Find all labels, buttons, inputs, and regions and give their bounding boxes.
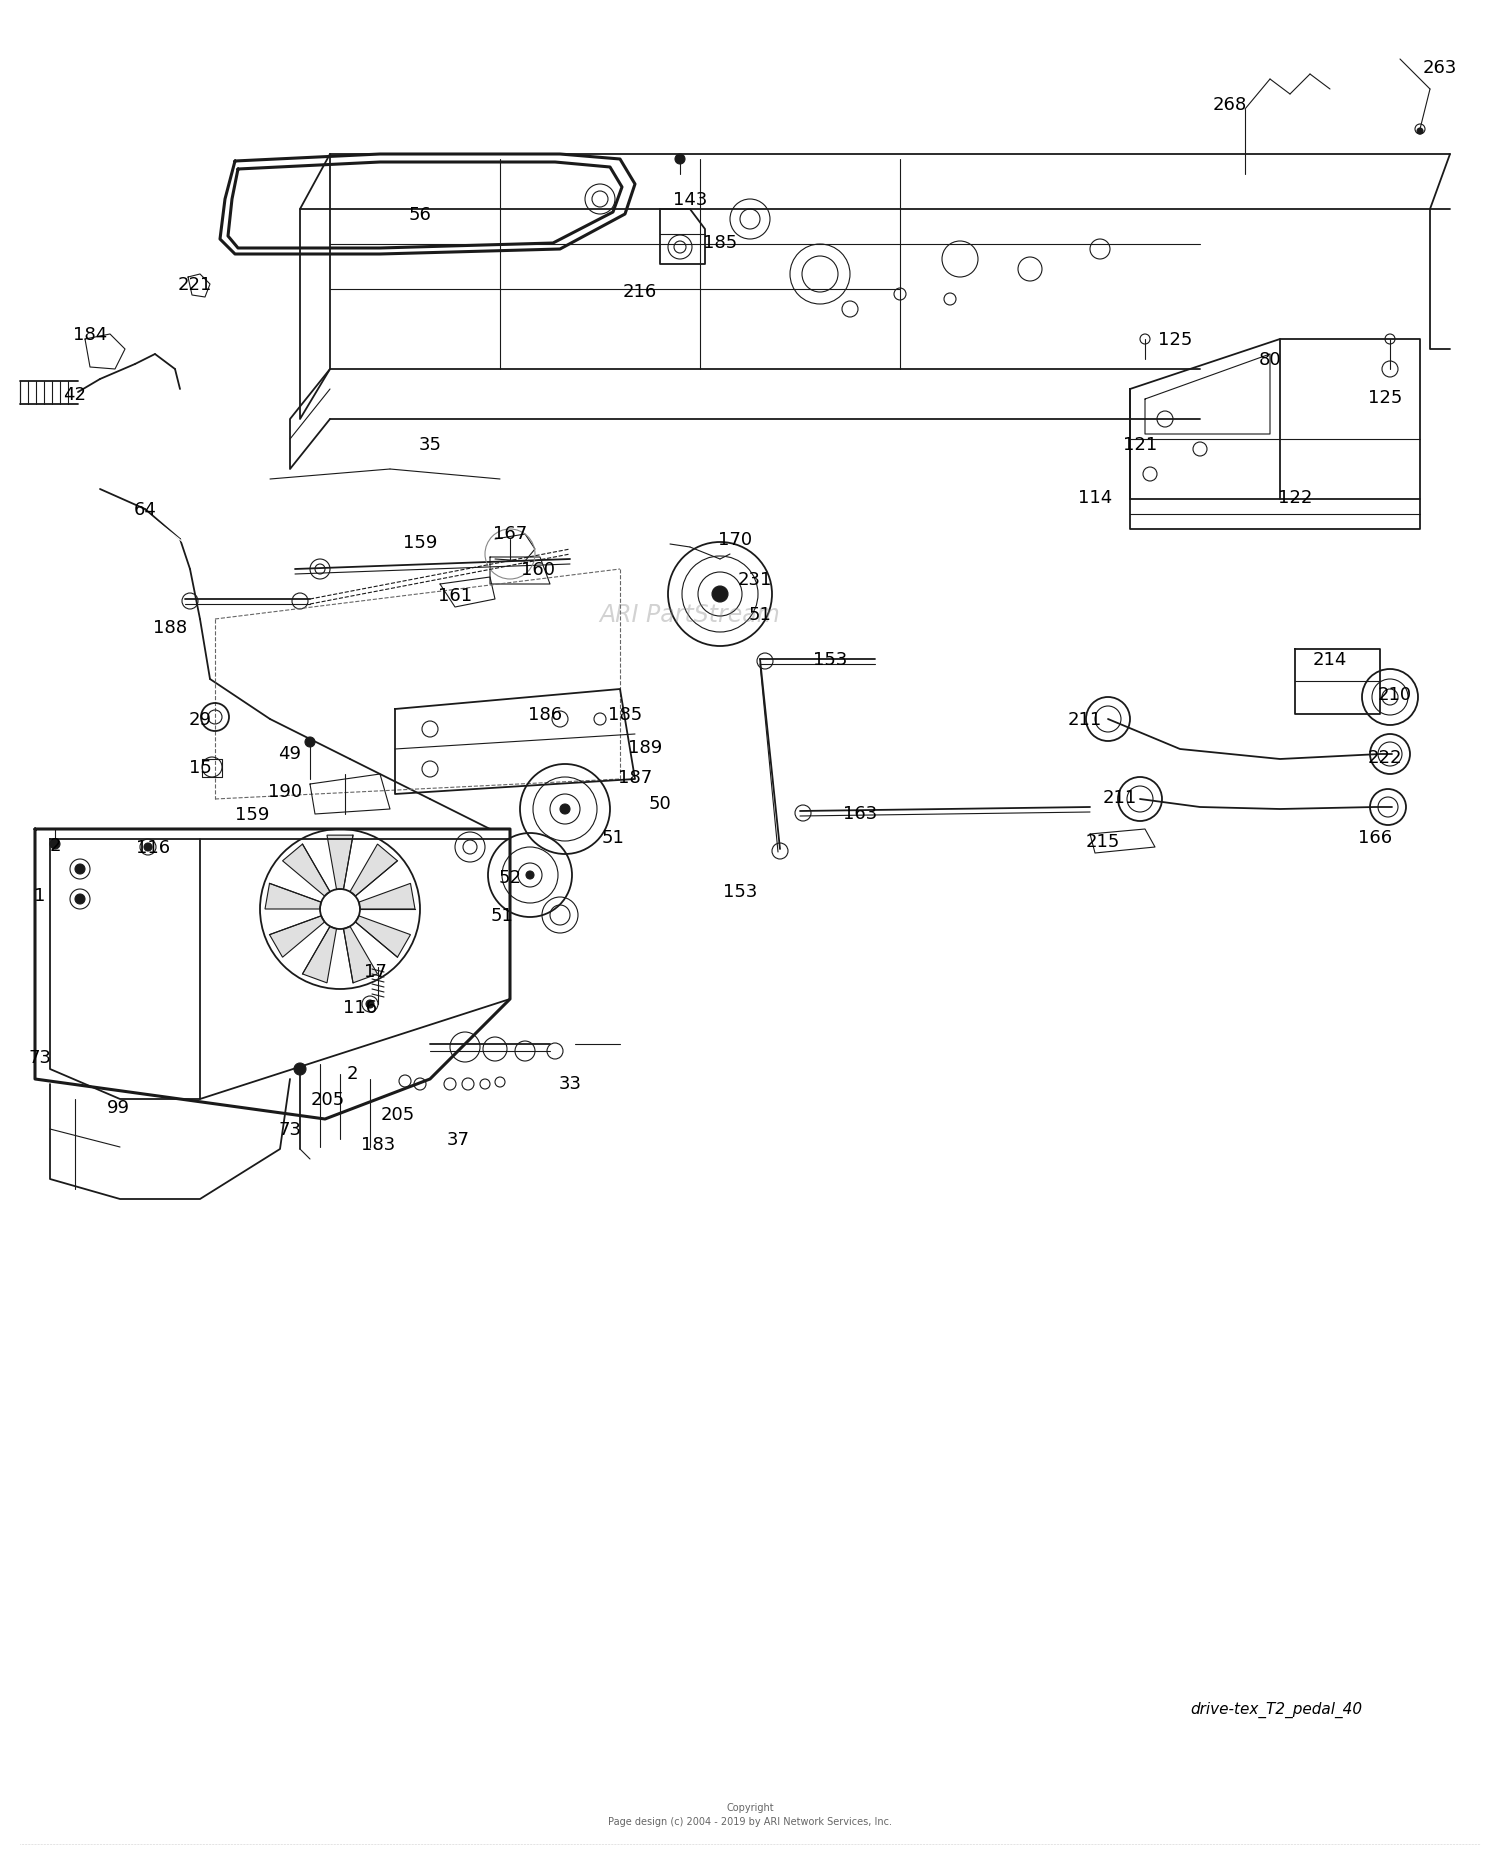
Text: 183: 183 <box>362 1135 394 1153</box>
Text: 161: 161 <box>438 587 472 605</box>
Polygon shape <box>270 916 324 958</box>
Text: 153: 153 <box>813 650 847 669</box>
Text: 51: 51 <box>490 906 513 925</box>
Text: 153: 153 <box>723 882 758 901</box>
Text: 205: 205 <box>310 1090 345 1109</box>
Polygon shape <box>358 884 416 910</box>
Text: 211: 211 <box>1068 711 1102 728</box>
Text: 49: 49 <box>279 745 302 763</box>
Text: 163: 163 <box>843 804 878 823</box>
Polygon shape <box>266 884 321 910</box>
Circle shape <box>294 1064 306 1075</box>
Text: drive-tex_T2_pedal_40: drive-tex_T2_pedal_40 <box>1190 1701 1362 1718</box>
Text: 50: 50 <box>648 795 672 813</box>
Text: 170: 170 <box>718 531 752 548</box>
Text: 216: 216 <box>622 282 657 301</box>
Text: 186: 186 <box>528 706 562 724</box>
Text: 263: 263 <box>1424 59 1456 76</box>
Circle shape <box>304 737 315 748</box>
Text: 17: 17 <box>363 962 387 980</box>
Text: 80: 80 <box>1258 351 1281 370</box>
Polygon shape <box>344 927 378 984</box>
Text: 159: 159 <box>236 806 268 823</box>
Text: 56: 56 <box>408 206 432 225</box>
Circle shape <box>75 895 86 904</box>
Text: 33: 33 <box>558 1075 582 1092</box>
Text: 116: 116 <box>344 999 376 1016</box>
Text: 51: 51 <box>602 828 624 847</box>
Text: 73: 73 <box>279 1120 302 1138</box>
Text: 64: 64 <box>134 501 156 518</box>
Text: Copyright: Copyright <box>726 1801 774 1812</box>
Polygon shape <box>356 916 411 958</box>
Text: 2: 2 <box>50 836 60 854</box>
Text: 187: 187 <box>618 769 652 787</box>
Text: 116: 116 <box>136 839 170 856</box>
Polygon shape <box>350 845 398 897</box>
Text: 211: 211 <box>1102 789 1137 806</box>
Text: 190: 190 <box>268 782 302 800</box>
Text: 210: 210 <box>1378 685 1411 704</box>
Text: 99: 99 <box>106 1097 129 1116</box>
Text: 215: 215 <box>1086 832 1120 851</box>
Text: ARI PartStream: ARI PartStream <box>600 604 780 626</box>
Text: 37: 37 <box>447 1131 470 1148</box>
Text: 143: 143 <box>674 191 706 208</box>
Text: 2: 2 <box>346 1064 357 1083</box>
Text: 51: 51 <box>748 605 771 624</box>
Circle shape <box>50 839 60 849</box>
Circle shape <box>712 587 728 604</box>
Circle shape <box>144 843 152 852</box>
Text: 221: 221 <box>178 277 212 293</box>
Circle shape <box>526 871 534 880</box>
Text: 188: 188 <box>153 618 188 637</box>
Text: 185: 185 <box>608 706 642 724</box>
Text: 1: 1 <box>34 886 45 904</box>
Text: 73: 73 <box>28 1049 51 1066</box>
Text: 42: 42 <box>63 386 87 403</box>
Text: 121: 121 <box>1124 436 1156 453</box>
Text: 122: 122 <box>1278 488 1312 507</box>
Polygon shape <box>327 836 352 890</box>
Text: 15: 15 <box>189 760 211 776</box>
Text: 222: 222 <box>1368 748 1402 767</box>
Circle shape <box>675 154 686 165</box>
Circle shape <box>366 1001 374 1008</box>
Text: Page design (c) 2004 - 2019 by ARI Network Services, Inc.: Page design (c) 2004 - 2019 by ARI Netwo… <box>608 1816 892 1825</box>
Text: 166: 166 <box>1358 828 1392 847</box>
Text: 160: 160 <box>520 561 555 579</box>
Circle shape <box>75 865 86 875</box>
Text: 35: 35 <box>419 436 441 453</box>
Circle shape <box>1418 128 1424 136</box>
Text: 159: 159 <box>404 533 436 552</box>
Text: 189: 189 <box>628 739 662 756</box>
Polygon shape <box>303 927 336 984</box>
Text: 167: 167 <box>494 526 526 542</box>
Text: 52: 52 <box>498 869 522 886</box>
Text: 125: 125 <box>1368 388 1402 407</box>
Text: 114: 114 <box>1078 488 1112 507</box>
Polygon shape <box>282 845 330 897</box>
Text: 205: 205 <box>381 1105 416 1123</box>
Text: 268: 268 <box>1214 97 1246 113</box>
Text: 214: 214 <box>1312 650 1347 669</box>
Circle shape <box>560 804 570 815</box>
Text: 29: 29 <box>189 711 211 728</box>
Text: 125: 125 <box>1158 331 1192 349</box>
Text: 185: 185 <box>704 234 736 253</box>
Text: 231: 231 <box>738 570 772 589</box>
Text: 184: 184 <box>74 325 106 344</box>
